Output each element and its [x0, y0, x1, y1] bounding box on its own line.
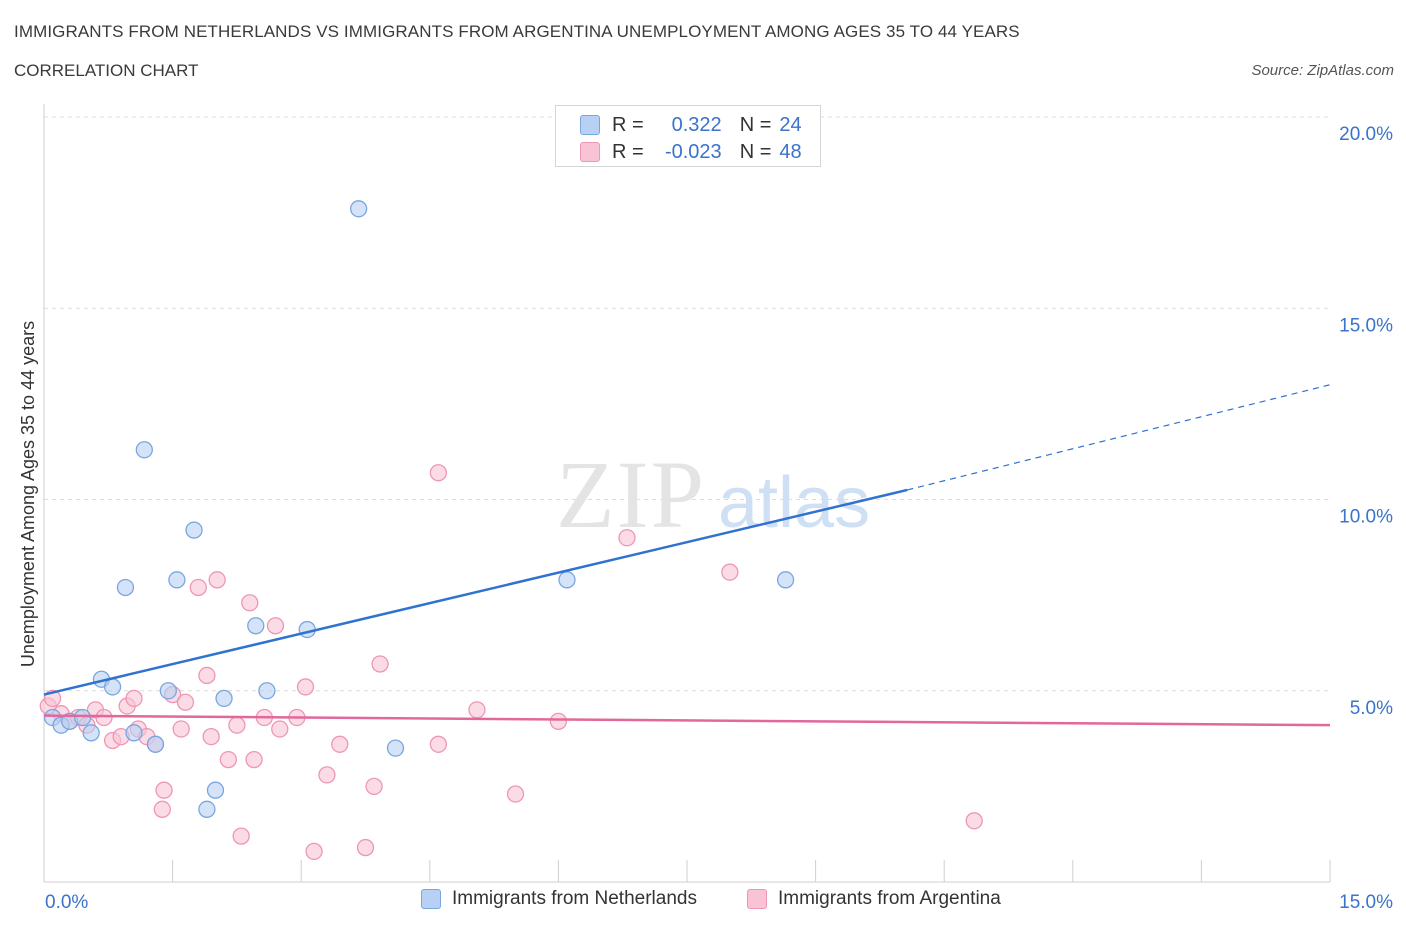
y-tick-label: 10.0% — [1339, 507, 1393, 528]
y-tick-label: 5.0% — [1350, 698, 1393, 719]
n-label: N = — [739, 140, 772, 163]
argentina-point — [125, 689, 143, 708]
tick-label-layer: 5.0% 10.0% 15.0% 20.0% 0.0% 15.0% — [45, 124, 1393, 913]
chart-legend: Immigrants from Netherlands Immigrants f… — [0, 888, 1406, 916]
argentina-point — [356, 838, 375, 857]
argentina-point — [155, 781, 173, 799]
stats-row-netherlands: R = 0.322 N = 24 — [580, 113, 802, 137]
argentina-swatch — [580, 142, 600, 162]
argentina-point — [721, 563, 739, 581]
argentina-point — [318, 766, 336, 784]
argentina-r-value: -0.023 — [664, 140, 722, 163]
netherlands-point — [73, 708, 92, 727]
argentina-point — [965, 812, 983, 830]
y-tick-label: 15.0% — [1339, 315, 1393, 336]
netherlands-point — [168, 571, 186, 589]
axis-layer — [43, 104, 1330, 883]
chart-subtitle: CORRELATION CHART — [14, 61, 199, 80]
argentina-point — [228, 716, 246, 734]
legend-swatch-netherlands — [421, 889, 441, 909]
stats-legend: R = 0.322 N = 24 R = -0.023 N = 48 — [555, 105, 821, 167]
netherlands-point — [146, 735, 165, 753]
r-label: R = — [612, 113, 644, 136]
netherlands-point — [298, 620, 316, 639]
argentina-point — [271, 720, 289, 738]
netherlands-point — [135, 441, 153, 459]
netherlands-point — [198, 800, 216, 818]
argentina-point — [331, 735, 349, 753]
argentina-n-value: 48 — [779, 140, 802, 163]
netherlands-point — [206, 781, 225, 799]
netherlands-point — [215, 689, 233, 708]
netherlands-point — [386, 739, 405, 757]
argentina-point — [305, 842, 323, 861]
legend-label-argentina: Immigrants from Argentina — [778, 888, 1001, 909]
y-axis-label: Unemployment Among Ages 35 to 44 years — [18, 321, 38, 667]
argentina-point — [153, 800, 171, 818]
legend-item-netherlands[interactable]: Immigrants from Netherlands — [421, 888, 697, 910]
argentina-point — [189, 578, 207, 597]
argentina-point — [429, 464, 448, 482]
legend-swatch-argentina — [747, 889, 767, 909]
netherlands-trend-extension — [907, 384, 1331, 491]
argentina-point — [266, 617, 285, 635]
argentina-point — [549, 712, 568, 730]
argentina-point — [468, 701, 486, 719]
argentina-point — [241, 594, 259, 612]
netherlands-n-value: 24 — [779, 113, 802, 136]
argentina-point — [618, 529, 636, 547]
legend-label-netherlands: Immigrants from Netherlands — [452, 888, 697, 909]
argentina-point — [219, 750, 237, 769]
y-tick-label: 20.0% — [1339, 124, 1393, 145]
argentina-trend-line — [43, 714, 1331, 727]
netherlands-point — [125, 724, 143, 742]
source-credit: Source: ZipAtlas.com — [1251, 62, 1394, 79]
argentina-point — [232, 827, 250, 845]
argentina-point — [176, 693, 195, 711]
argentina-point — [371, 655, 389, 673]
netherlands-point — [247, 617, 265, 635]
r-label: R = — [612, 140, 644, 163]
watermark: ZIP atlas — [556, 441, 870, 548]
netherlands-point — [103, 678, 122, 696]
n-label: N = — [739, 113, 772, 136]
argentina-point — [208, 571, 226, 589]
x-tick-label-max: 15.0% — [1339, 892, 1393, 913]
netherlands-point — [776, 571, 795, 589]
y-axis-label-group: Unemployment Among Ages 35 to 44 years — [18, 321, 38, 667]
netherlands-point — [258, 682, 276, 700]
netherlands-point — [116, 578, 135, 597]
netherlands-trend-line — [43, 488, 908, 696]
chart-title: IMMIGRANTS FROM NETHERLANDS VS IMMIGRANT… — [14, 22, 1020, 41]
netherlands-point — [349, 200, 368, 218]
argentina-point — [506, 785, 525, 803]
argentina-point — [245, 750, 263, 769]
netherlands-point — [159, 682, 177, 700]
argentina-point — [198, 666, 216, 685]
argentina-point — [202, 728, 220, 746]
netherlands-point — [558, 571, 576, 589]
netherlands-r-value: 0.322 — [671, 113, 722, 136]
netherlands-swatch — [580, 115, 600, 135]
trend-layer — [43, 384, 1331, 727]
stats-row-argentina: R = -0.023 N = 48 — [580, 140, 802, 164]
points-layer — [39, 200, 983, 861]
argentina-point — [172, 720, 190, 738]
netherlands-point — [185, 521, 203, 539]
argentina-point — [429, 735, 448, 753]
netherlands-point — [82, 724, 100, 742]
argentina-point — [95, 708, 113, 727]
argentina-point — [296, 678, 315, 696]
x-tick-label-min: 0.0% — [45, 892, 88, 913]
argentina-point — [365, 777, 383, 796]
legend-item-argentina[interactable]: Immigrants from Argentina — [747, 888, 1001, 910]
